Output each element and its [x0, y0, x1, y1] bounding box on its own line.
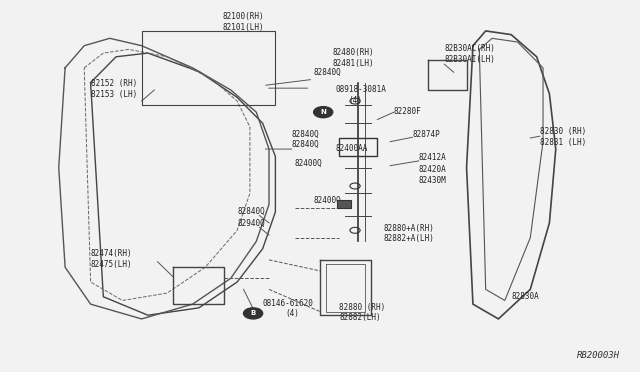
Text: 82480(RH): 82480(RH)	[333, 48, 374, 57]
Text: 82882(LH): 82882(LH)	[339, 313, 381, 322]
Text: 82100(RH): 82100(RH)	[223, 12, 264, 21]
Text: 82B30AI(LH): 82B30AI(LH)	[444, 55, 495, 64]
Text: 82880 (RH): 82880 (RH)	[339, 303, 385, 312]
Text: 82830 (RH): 82830 (RH)	[540, 127, 586, 136]
Text: 82830A: 82830A	[511, 292, 539, 301]
Text: 82430M: 82430M	[419, 176, 447, 185]
Text: 82474(RH): 82474(RH)	[91, 249, 132, 258]
Text: (4): (4)	[285, 309, 299, 318]
Text: B: B	[250, 310, 256, 316]
Text: 82101(LH): 82101(LH)	[223, 23, 264, 32]
Text: 82400Q: 82400Q	[294, 160, 323, 169]
Text: 82880+A(RH): 82880+A(RH)	[384, 224, 435, 233]
Text: 82840Q: 82840Q	[291, 129, 319, 138]
Circle shape	[314, 107, 333, 118]
Text: 82B30AC(RH): 82B30AC(RH)	[444, 44, 495, 53]
Text: 82153 (LH): 82153 (LH)	[91, 90, 137, 99]
Text: N: N	[320, 109, 326, 115]
Text: 82882+A(LH): 82882+A(LH)	[384, 234, 435, 243]
Text: 82840Q: 82840Q	[314, 68, 341, 77]
Text: 82840Q: 82840Q	[291, 140, 319, 149]
Text: 82840Q: 82840Q	[237, 207, 265, 216]
Text: 82940Q: 82940Q	[237, 219, 265, 228]
Text: 08918-3081A: 08918-3081A	[336, 85, 387, 94]
Text: 82412A: 82412A	[419, 153, 447, 162]
FancyBboxPatch shape	[337, 200, 351, 208]
Text: 82400AA: 82400AA	[335, 144, 367, 153]
Text: 82280F: 82280F	[394, 107, 422, 116]
Text: 08146-61620: 08146-61620	[262, 299, 314, 308]
Text: RB20003H: RB20003H	[577, 350, 620, 359]
Text: 82481(LH): 82481(LH)	[333, 59, 374, 68]
Text: 82400Q: 82400Q	[314, 196, 341, 205]
Text: 82831 (LH): 82831 (LH)	[540, 138, 586, 147]
Text: 82152 (RH): 82152 (RH)	[91, 79, 137, 88]
Circle shape	[244, 308, 262, 319]
Text: 82475(LH): 82475(LH)	[91, 260, 132, 269]
Text: 82420A: 82420A	[419, 165, 447, 174]
Text: (4): (4)	[349, 96, 362, 105]
Text: 82874P: 82874P	[412, 129, 440, 138]
